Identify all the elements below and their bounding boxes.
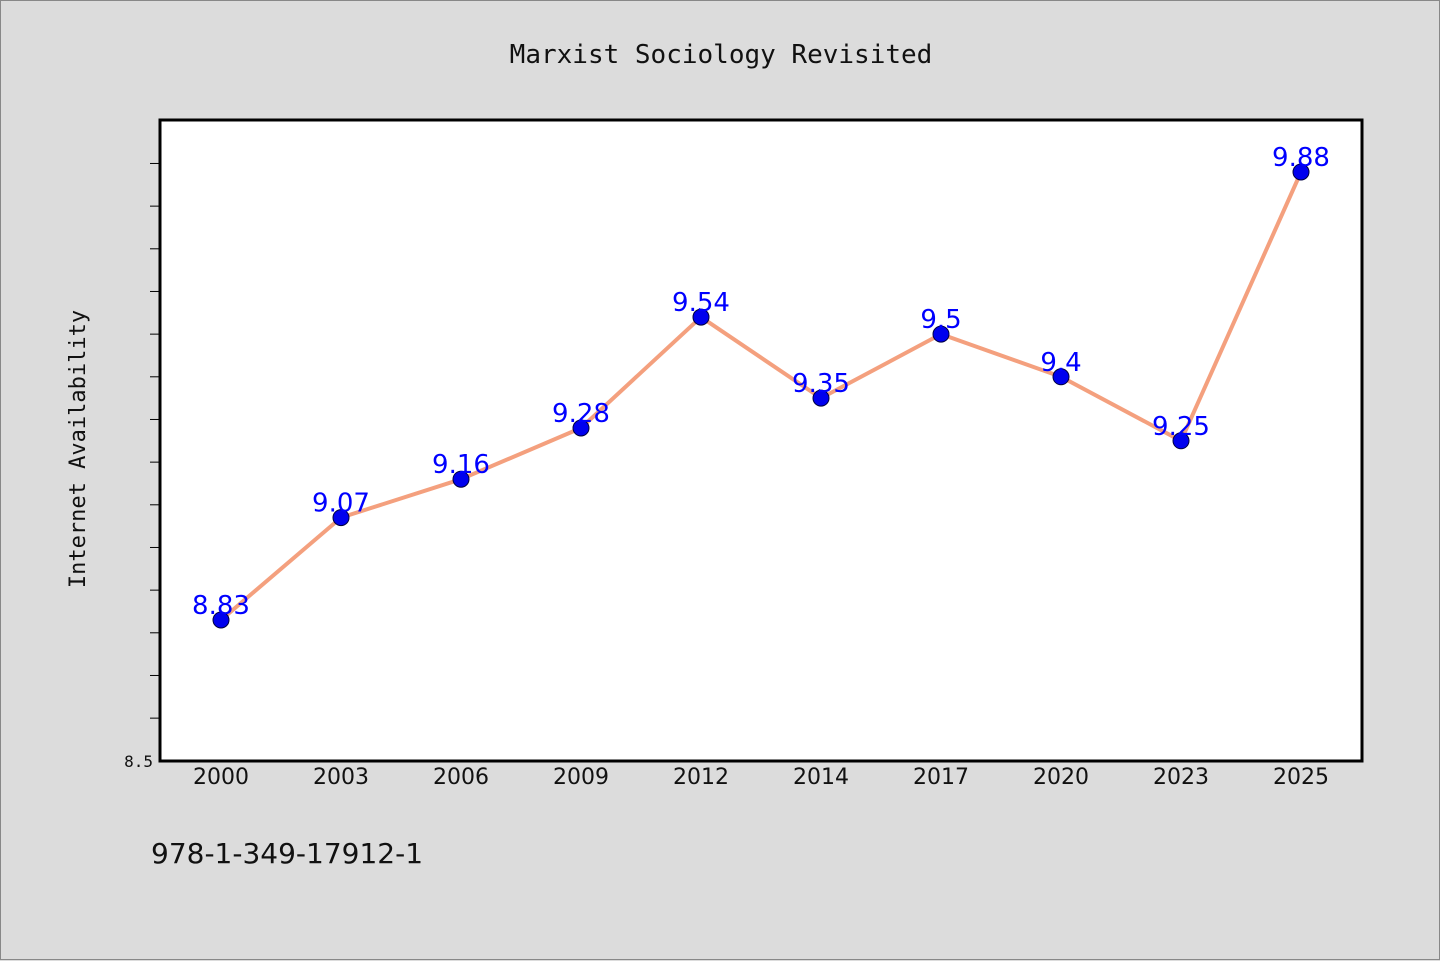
data-point-marker <box>332 509 350 527</box>
x-axis-tick-labels: 2000 2003 2006 2009 2012 2014 2017 2020 2023 2025 <box>193 765 1329 790</box>
data-point-marker <box>1172 432 1190 450</box>
x-tick-label: 2012 <box>673 765 729 790</box>
data-point-marker <box>1292 163 1310 181</box>
data-point-marker <box>212 611 230 629</box>
data-label: 9.54 <box>672 288 730 318</box>
x-tick-label: 2025 <box>1273 765 1329 790</box>
data-point-marker <box>932 325 950 343</box>
data-label: 9.35 <box>792 369 850 399</box>
data-label: 9.16 <box>432 450 490 480</box>
isbn-label: 978-1-349-17912-1 <box>151 837 423 870</box>
data-label: 8.83 <box>192 591 250 621</box>
series-line <box>219 171 1303 622</box>
data-point-marker <box>812 389 830 407</box>
x-tick-label: 2006 <box>433 765 489 790</box>
x-tick-label: 2000 <box>193 765 249 790</box>
data-label: 9.4 <box>1040 348 1081 378</box>
y-tick-label-min: 8.5 <box>124 752 153 771</box>
x-tick-label: 2014 <box>793 765 849 790</box>
x-tick-label: 2017 <box>913 765 969 790</box>
series-markers <box>212 163 1310 629</box>
data-point-marker <box>452 470 470 488</box>
x-tick-label: 2009 <box>553 765 609 790</box>
plot-area <box>158 118 1364 763</box>
data-label: 9.5 <box>920 305 961 335</box>
x-tick-label: 2020 <box>1033 765 1089 790</box>
data-point-marker <box>1052 368 1070 386</box>
chart-title: Marxist Sociology Revisited <box>510 40 933 70</box>
y-axis-ticks <box>150 162 160 719</box>
x-tick-label: 2003 <box>313 765 369 790</box>
data-label: 9.28 <box>552 399 610 429</box>
x-tick-label: 2023 <box>1153 765 1209 790</box>
data-point-marker <box>572 419 590 437</box>
y-axis-label: Internet Availability <box>66 310 91 588</box>
data-label: 9.07 <box>312 489 370 519</box>
data-label: 9.88 <box>1272 143 1330 173</box>
data-label: 9.25 <box>1152 412 1210 442</box>
data-point-marker <box>692 308 710 326</box>
data-labels: 8.83 9.07 9.16 9.28 9.54 9.35 9.5 9.4 9.25 9.88 <box>192 143 1330 621</box>
